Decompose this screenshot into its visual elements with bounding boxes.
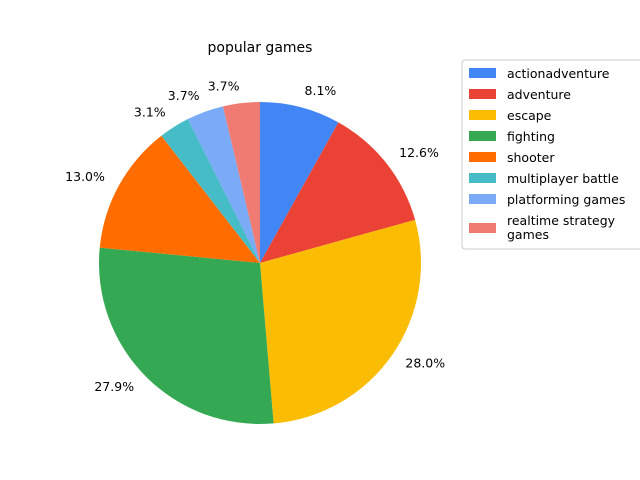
pie-percent-label: 28.0%: [405, 356, 445, 371]
legend-swatch: [469, 131, 496, 141]
pie-percent-label: 3.7%: [168, 88, 200, 103]
legend-label: fighting: [507, 129, 555, 144]
pie-slices: [98, 102, 421, 424]
legend-frame: [461, 59, 640, 250]
legend: actionadventure adventure escape fighting sh…: [461, 59, 640, 250]
pie-slice-adventure: [260, 122, 416, 264]
legend-swatch: [469, 152, 496, 162]
legend-label: realtime strategy: [507, 213, 616, 228]
pie-slice-actionadventure: [260, 102, 339, 263]
legend-label: games: [507, 227, 549, 242]
legend-item: shooter: [469, 150, 555, 165]
legend-label: platforming games: [507, 192, 625, 207]
pie-percent-label: 3.1%: [134, 105, 166, 120]
legend-swatch: [469, 194, 496, 204]
pie-slice-platforming-games: [187, 106, 260, 263]
legend-label: shooter: [507, 150, 555, 165]
pie-percent-label: 27.9%: [94, 379, 134, 394]
legend-label: adventure: [507, 87, 571, 102]
pie-percent-label: 8.1%: [305, 83, 337, 98]
pie-slice-multiplayer-battle: [161, 119, 260, 263]
pie-slice-escape: [260, 219, 421, 424]
legend-item: fighting: [469, 129, 555, 144]
legend-item: multiplayer battle: [469, 171, 619, 186]
legend-label: multiplayer battle: [507, 171, 619, 186]
pie-percent-label: 12.6%: [399, 145, 439, 160]
legend-swatch: [469, 223, 496, 233]
legend-item: adventure: [469, 87, 571, 102]
legend-label: escape: [507, 108, 552, 123]
pie-percent-labels: 8.1%12.6%28.0%27.9%13.0%3.1%3.7%3.7%: [65, 79, 445, 394]
legend-item: platforming games: [469, 192, 625, 207]
legend-swatch: [469, 110, 496, 120]
pie-slice-realtime-strategy-games: [222, 102, 260, 263]
legend-item: escape: [469, 108, 552, 123]
pie-percent-label: 3.7%: [208, 79, 240, 94]
legend-label: actionadventure: [507, 66, 610, 81]
legend-swatch: [469, 68, 496, 78]
legend-swatch: [469, 173, 496, 183]
pie-slice-fighting: [98, 247, 274, 424]
legend-swatch: [469, 89, 496, 99]
legend-item: actionadventure: [469, 66, 610, 81]
pie-percent-label: 13.0%: [65, 169, 105, 184]
pie-slice-shooter: [99, 135, 260, 263]
chart-title: popular games: [208, 40, 313, 56]
